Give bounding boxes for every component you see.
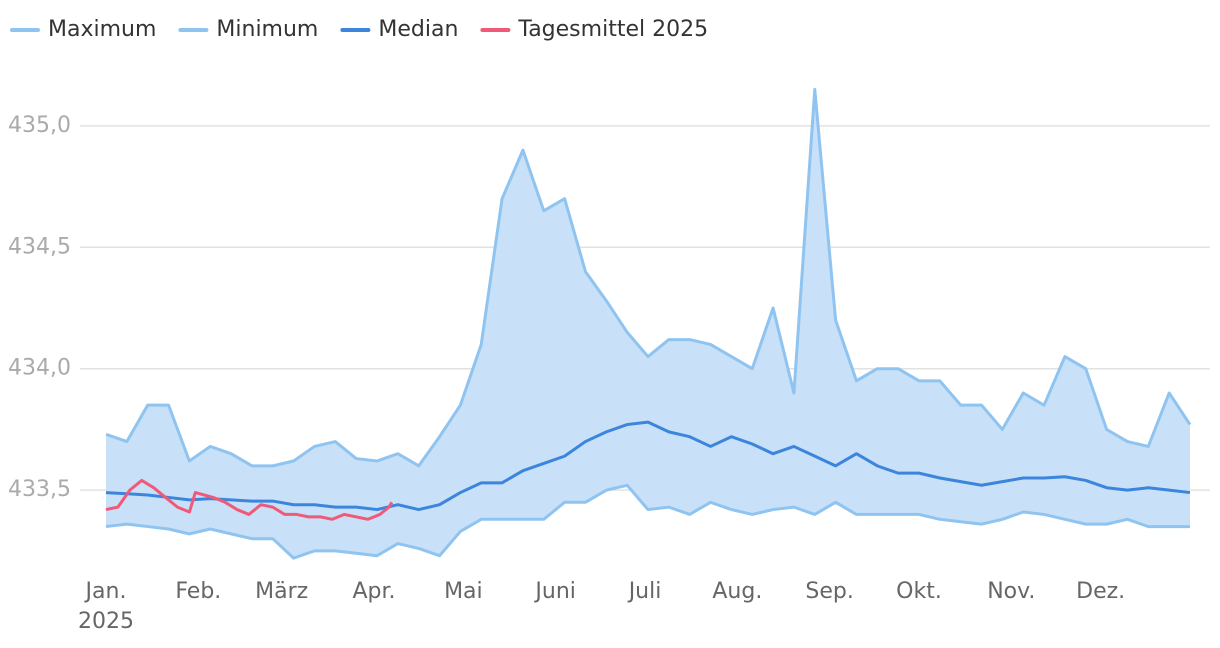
legend-label: Minimum [216,17,318,42]
x-tick-label: Nov. [987,579,1035,604]
x-tick-label: Juli [627,579,662,604]
x-tick-label: März [255,579,308,604]
series-line [105,87,1192,468]
legend-label: Median [378,17,458,42]
series-line [105,478,394,521]
series-line [105,483,1190,560]
y-tick-label: 434,5 [8,234,71,259]
x-tick-label: Feb. [175,579,221,604]
x-tick-label: Apr. [352,579,395,604]
series-line [105,420,1191,512]
x-year-label: 2025 [78,609,134,634]
y-tick-label: 433,5 [8,477,71,502]
x-tick-label: Okt. [896,579,942,604]
y-tick-label: 434,0 [8,356,71,381]
legend-label: Maximum [48,17,156,42]
band-fill [106,89,1190,559]
y-tick-label: 435,0 [8,113,71,138]
x-tick-label: Dez. [1076,579,1125,604]
x-tick-label: Jan. [84,579,127,604]
x-tick-label: Sep. [805,579,853,604]
legend-label: Tagesmittel 2025 [517,17,708,42]
x-tick-label: Mai [444,579,483,604]
x-tick-label: Aug. [712,579,762,604]
x-tick-label: Juni [533,579,576,604]
